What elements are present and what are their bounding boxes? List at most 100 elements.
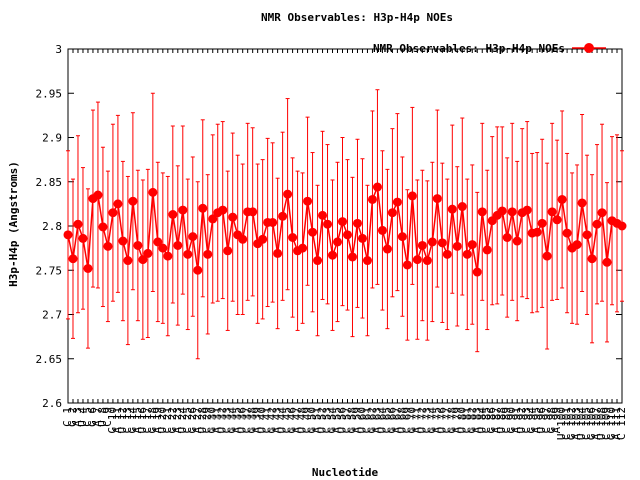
data-point [377, 225, 387, 235]
x-tick-label: G 66 [385, 407, 398, 434]
data-point [477, 207, 487, 217]
x-tick-label: A 39 [251, 407, 264, 434]
legend-label: NMR Observables: H3p-H4p NOEs [373, 42, 565, 55]
x-axis-label: Nucleotide [312, 466, 379, 479]
x-tick-label: C 33 [221, 407, 234, 434]
x-tick-label: U 76 [435, 407, 448, 434]
x-tick-label: C 13 [121, 407, 134, 434]
data-point [223, 246, 233, 256]
x-tick-label: A 7 [91, 407, 104, 427]
data-point [273, 248, 283, 258]
data-point [143, 248, 153, 258]
x-tick-label: C 112 [615, 407, 628, 440]
x-tick-label: G 98 [545, 407, 558, 434]
x-tick-label: C 89 [500, 407, 513, 434]
x-tick-label: A 47 [291, 407, 304, 434]
x-tick-label: C 53 [321, 407, 334, 434]
x-tick-label: A 107 [590, 407, 603, 440]
x-tick-label: U 72 [415, 407, 428, 434]
data-point [617, 221, 627, 231]
x-tick-label: A 35 [231, 407, 244, 434]
data-point [452, 241, 462, 251]
data-point [352, 218, 362, 228]
data-point [118, 236, 128, 246]
data-point [582, 230, 592, 240]
data-point [362, 256, 372, 266]
data-point [283, 189, 293, 199]
x-tick-label: U 60 [355, 407, 368, 434]
x-tick-label: G 102 [565, 407, 578, 440]
data-point [457, 202, 467, 212]
x-tick-label: U 44 [276, 407, 289, 434]
data-point [397, 232, 407, 242]
data-point [248, 207, 258, 217]
x-tick-label: A 23 [171, 407, 184, 434]
x-tick-label: G 86 [485, 407, 498, 434]
x-tick-label: C 73 [420, 407, 433, 434]
y-axis-label: H3p-H4p (Angstroms) [7, 161, 20, 287]
x-tick-label: A 31 [211, 407, 224, 434]
x-tick-label: G 74 [425, 407, 438, 434]
x-tick-label: G 30 [206, 407, 219, 434]
data-point [98, 222, 108, 232]
x-tick-label: A 79 [450, 407, 463, 434]
y-tick-label: 2.75 [36, 264, 63, 277]
x-tick-label: C 93 [520, 407, 533, 434]
data-point [193, 265, 203, 275]
x-tick-label: U 56 [336, 407, 349, 434]
data-point [422, 256, 432, 266]
data-point [407, 191, 417, 201]
data-point [532, 227, 542, 237]
data-point [93, 190, 103, 200]
x-tick-label: G 10 [106, 407, 119, 434]
data-point [402, 260, 412, 270]
x-tick-label: A 27 [191, 407, 204, 434]
x-tick-label: C 105 [580, 407, 593, 440]
data-point [497, 206, 507, 216]
x-tick-label: A 63 [370, 407, 383, 434]
x-tick-label: U 84 [475, 407, 488, 434]
x-tick-label: U 8 [96, 407, 109, 427]
data-point [412, 255, 422, 265]
data-point [203, 249, 213, 259]
x-tick-label: A 71 [410, 407, 423, 434]
x-tick-label: C 41 [261, 407, 274, 434]
data-point [372, 182, 382, 192]
data-point [308, 227, 318, 237]
x-tick-label: A 83 [470, 407, 483, 434]
x-tick-label: U 48 [296, 407, 309, 434]
legend-marker [584, 43, 594, 53]
x-tick-label: C 29 [201, 407, 214, 434]
data-point [138, 255, 148, 265]
x-tick-label: A 19 [151, 407, 164, 434]
x-tick-label: C 69 [400, 407, 413, 434]
x-tick-label: G 50 [306, 407, 319, 434]
data-point [123, 256, 133, 266]
data-point [467, 240, 477, 250]
x-tick-label: U 108 [595, 407, 608, 440]
x-tick-label: U 92 [515, 407, 528, 434]
x-tick-label: G 82 [465, 407, 478, 434]
x-tick-label: A 75 [430, 407, 443, 434]
data-point [387, 208, 397, 218]
x-tick-label: C 57 [340, 407, 353, 434]
y-tick-label: 2.6 [42, 397, 62, 410]
x-tick-label: G 26 [186, 407, 199, 434]
data-point [537, 218, 547, 228]
data-point [522, 205, 532, 215]
data-point [288, 233, 298, 243]
chart-title: NMR Observables: H3p-H4p NOEs [261, 11, 453, 24]
x-tick-label: U 20 [156, 407, 169, 434]
x-tick-label: U 68 [395, 407, 408, 434]
data-point [198, 203, 208, 213]
data-point [442, 249, 452, 259]
x-tick-label: U 52 [316, 407, 329, 434]
data-point [73, 219, 83, 229]
data-point [347, 252, 357, 262]
x-tick-label: U 96 [535, 407, 548, 434]
x-tick-label: A 15 [131, 407, 144, 434]
data-point [392, 197, 402, 207]
data-point [502, 233, 512, 243]
